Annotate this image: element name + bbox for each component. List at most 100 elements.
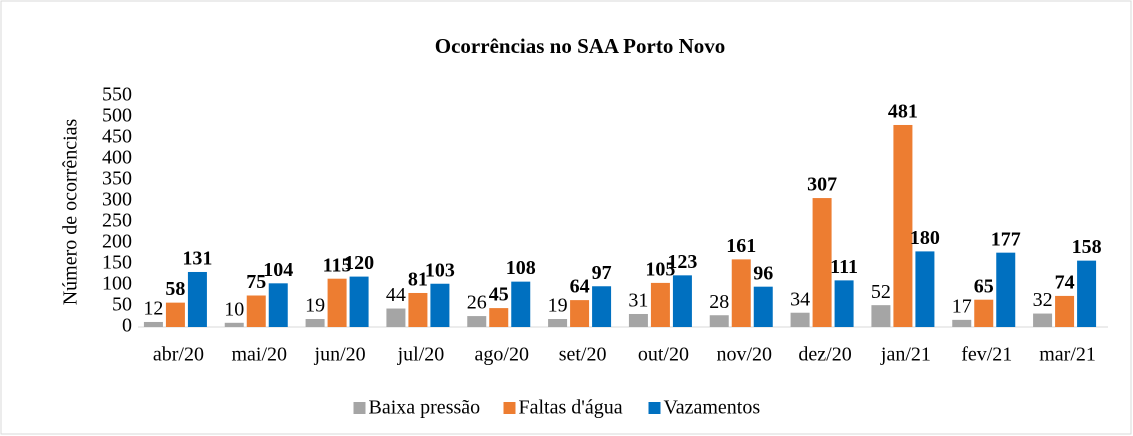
data-label: 81 [408, 269, 428, 291]
data-label: 180 [910, 227, 940, 249]
bar [327, 278, 347, 327]
legend-label: Faltas d'água [519, 397, 623, 419]
data-label: 131 [182, 248, 212, 270]
bar [349, 276, 369, 327]
x-tick-label: out/20 [638, 344, 689, 366]
bar [268, 283, 288, 327]
bar [996, 252, 1016, 327]
data-label: 111 [830, 256, 858, 278]
bar [430, 283, 450, 327]
bar [386, 308, 406, 327]
bar [408, 292, 428, 327]
bar [871, 305, 891, 327]
bar [731, 259, 751, 327]
bar [1055, 295, 1075, 327]
data-label: 108 [506, 257, 536, 279]
bar [165, 302, 185, 327]
data-label: 120 [344, 252, 374, 274]
data-label: 158 [1072, 236, 1102, 258]
bar [672, 275, 692, 327]
data-label: 177 [991, 228, 1021, 250]
x-tick-label: abr/20 [153, 344, 204, 366]
y-tick-label: 350 [102, 168, 132, 190]
y-tick-label: 50 [112, 294, 132, 316]
y-tick-label: 450 [102, 126, 132, 148]
bar [650, 282, 670, 327]
bar [709, 315, 729, 327]
y-tick-label: 200 [102, 231, 132, 253]
bar [489, 308, 509, 327]
data-label: 19 [305, 295, 325, 317]
bar [812, 198, 832, 327]
data-label: 481 [888, 101, 918, 123]
data-label: 32 [1033, 289, 1053, 311]
data-label: 115 [323, 254, 352, 276]
bar [548, 319, 568, 327]
data-label: 52 [871, 281, 891, 303]
bar [187, 271, 207, 327]
y-tick-label: 400 [102, 147, 132, 169]
legend-label: Baixa pressão [369, 397, 481, 419]
y-tick-label: 550 [102, 84, 132, 106]
bar [974, 299, 994, 327]
data-label: 17 [952, 295, 972, 317]
legend-swatch [353, 402, 366, 414]
data-label: 307 [807, 174, 837, 196]
bar [570, 300, 590, 327]
data-label: 104 [263, 259, 293, 281]
data-label: 45 [489, 284, 509, 306]
x-tick-label: ago/20 [475, 344, 529, 366]
bar [1077, 260, 1097, 327]
data-label: 96 [753, 262, 773, 284]
x-tick-label: jun/20 [314, 344, 366, 366]
bar [467, 316, 487, 327]
y-tick-label: 300 [102, 189, 132, 211]
bar [143, 321, 163, 327]
data-label: 74 [1055, 272, 1075, 294]
data-label: 64 [570, 276, 590, 298]
data-label: 19 [548, 295, 568, 317]
x-tick-label: fev/21 [961, 344, 1012, 366]
y-tick-label: 500 [102, 105, 132, 127]
data-label: 65 [974, 275, 994, 297]
data-label: 97 [592, 262, 612, 284]
chart-title: Ocorrências no SAA Porto Novo [435, 34, 725, 58]
data-label: 12 [143, 298, 163, 320]
y-tick-label: 150 [102, 252, 132, 274]
data-label: 105 [645, 258, 675, 280]
bar [915, 251, 935, 327]
y-tick-label: 0 [122, 315, 132, 337]
bar [893, 124, 913, 327]
legend-swatch [648, 402, 661, 414]
legend-swatch [503, 402, 516, 414]
bar [1033, 313, 1053, 327]
bar [834, 280, 854, 327]
y-axis-label: Número de ocorrências [60, 118, 82, 305]
data-label: 161 [726, 235, 756, 257]
data-label: 31 [628, 290, 648, 312]
data-label: 58 [165, 278, 185, 300]
bar [224, 322, 244, 327]
bar [246, 295, 266, 327]
y-tick-label: 250 [102, 210, 132, 232]
x-tick-label: dez/20 [798, 344, 851, 366]
data-label: 34 [790, 288, 810, 310]
bar [753, 286, 773, 327]
bar [628, 313, 648, 327]
data-label: 26 [467, 292, 487, 314]
bar [592, 286, 612, 327]
x-tick-label: mar/21 [1039, 344, 1096, 366]
x-tick-label: set/20 [559, 344, 607, 366]
data-label: 103 [425, 259, 455, 281]
x-tick-label: mai/20 [231, 344, 287, 366]
legend-label: Vazamentos [664, 397, 761, 419]
data-label: 44 [386, 284, 406, 306]
y-tick-label: 100 [102, 273, 132, 295]
x-tick-label: jul/20 [397, 344, 445, 366]
bar [790, 312, 810, 327]
bar [305, 319, 325, 327]
x-tick-label: jan/21 [880, 344, 931, 366]
data-label: 123 [667, 251, 697, 273]
